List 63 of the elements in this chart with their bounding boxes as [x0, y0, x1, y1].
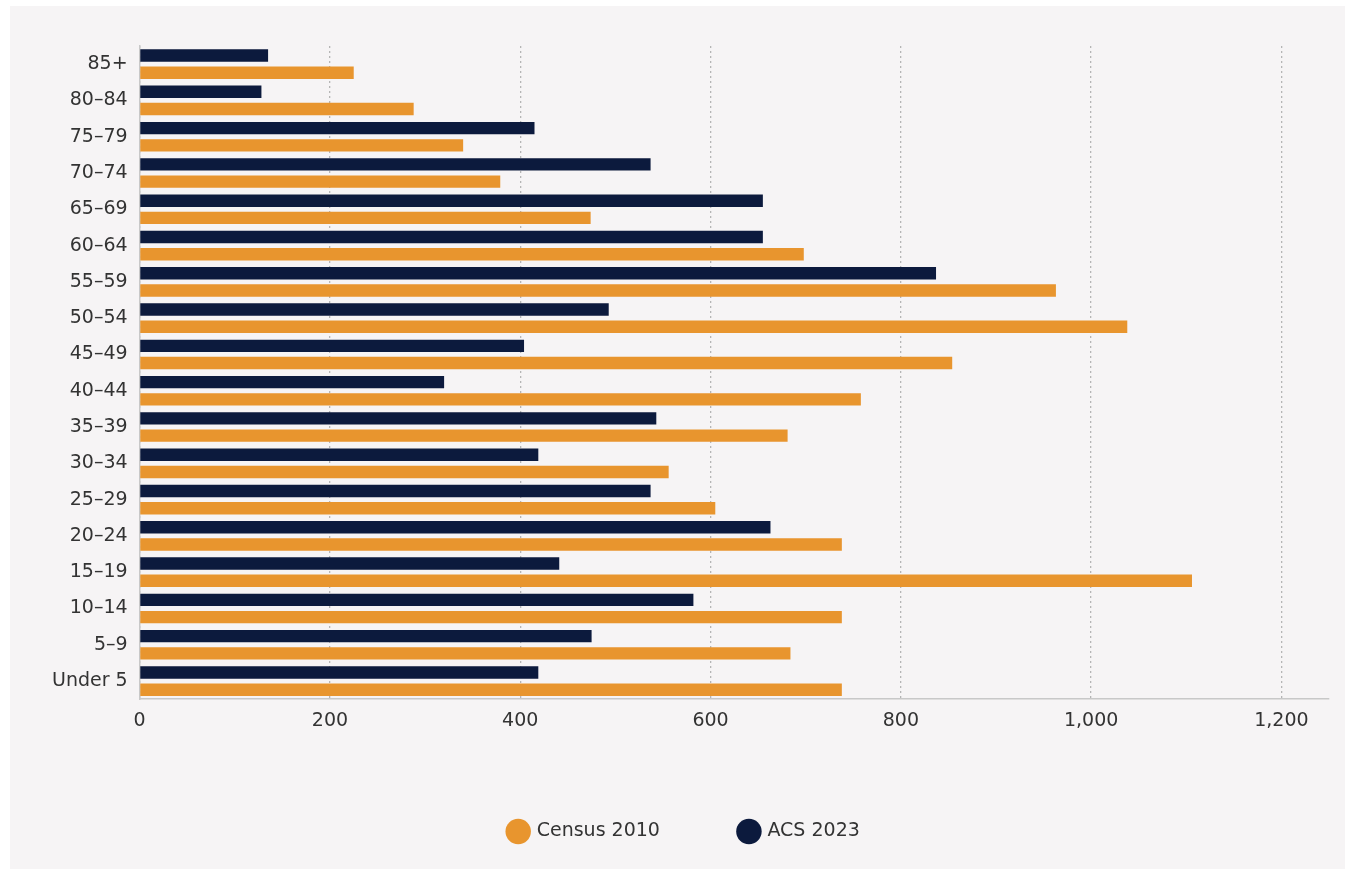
y-tick-label: 50–54 — [69, 305, 128, 328]
y-tick-label: 40–44 — [69, 377, 128, 400]
x-tick-label: 800 — [882, 707, 919, 730]
x-tick-label: 1,000 — [1063, 707, 1119, 730]
y-tick-label: 60–64 — [69, 232, 128, 255]
bar — [140, 429, 788, 442]
y-tick-label: 45–49 — [69, 341, 128, 364]
bar — [140, 629, 592, 643]
bar — [140, 339, 525, 353]
y-tick-label: 20–24 — [69, 522, 128, 545]
bar — [140, 85, 262, 99]
y-tick-label: Under 5 — [52, 667, 128, 690]
x-tick-label: 1,200 — [1254, 707, 1309, 730]
bar — [140, 412, 657, 425]
bar — [140, 521, 771, 534]
bar — [140, 66, 354, 79]
legend-label: ACS 2023 — [767, 818, 860, 841]
bar — [140, 320, 1128, 333]
bar — [140, 356, 953, 370]
x-tick-label: 600 — [692, 707, 729, 730]
y-tick-label: 35–39 — [69, 413, 128, 436]
bar — [140, 593, 694, 607]
bar — [140, 574, 1192, 588]
bar — [140, 102, 414, 116]
bar — [140, 230, 763, 244]
bar — [140, 647, 791, 660]
y-tick-label: 65–69 — [69, 196, 128, 219]
x-tick-label: 0 — [133, 707, 146, 730]
legend-label: Census 2010 — [536, 818, 660, 841]
y-tick-label: 70–74 — [69, 159, 128, 182]
y-tick-label: 80–84 — [69, 87, 128, 110]
bar — [140, 175, 501, 188]
bar — [140, 248, 804, 261]
x-tick-label: 200 — [311, 707, 349, 730]
y-tick-label: 15–19 — [69, 559, 128, 582]
bar — [140, 502, 716, 515]
bar — [140, 121, 535, 135]
x-tick-label: 400 — [502, 707, 539, 730]
bar — [140, 538, 842, 551]
bar — [140, 484, 651, 498]
y-tick-label: 75–79 — [69, 123, 128, 146]
bar — [140, 284, 1056, 297]
bar — [140, 557, 560, 570]
bar — [140, 139, 464, 152]
y-tick-label: 55–59 — [69, 268, 128, 291]
bar — [140, 465, 669, 479]
bar — [140, 267, 937, 280]
bar — [140, 194, 763, 207]
bar — [140, 303, 609, 316]
bar — [140, 448, 539, 461]
bar — [140, 666, 539, 679]
y-tick-label: 5–9 — [93, 631, 128, 654]
bar — [140, 158, 651, 171]
bar — [140, 49, 269, 62]
bar — [140, 211, 591, 225]
bar — [140, 375, 445, 389]
y-tick-label: 25–29 — [69, 486, 128, 509]
y-tick-label: 85+ — [87, 51, 128, 74]
bar — [140, 683, 842, 696]
bar — [140, 610, 842, 624]
bar — [140, 393, 861, 406]
y-tick-label: 30–34 — [69, 450, 128, 473]
y-tick-label: 10–14 — [69, 595, 128, 618]
